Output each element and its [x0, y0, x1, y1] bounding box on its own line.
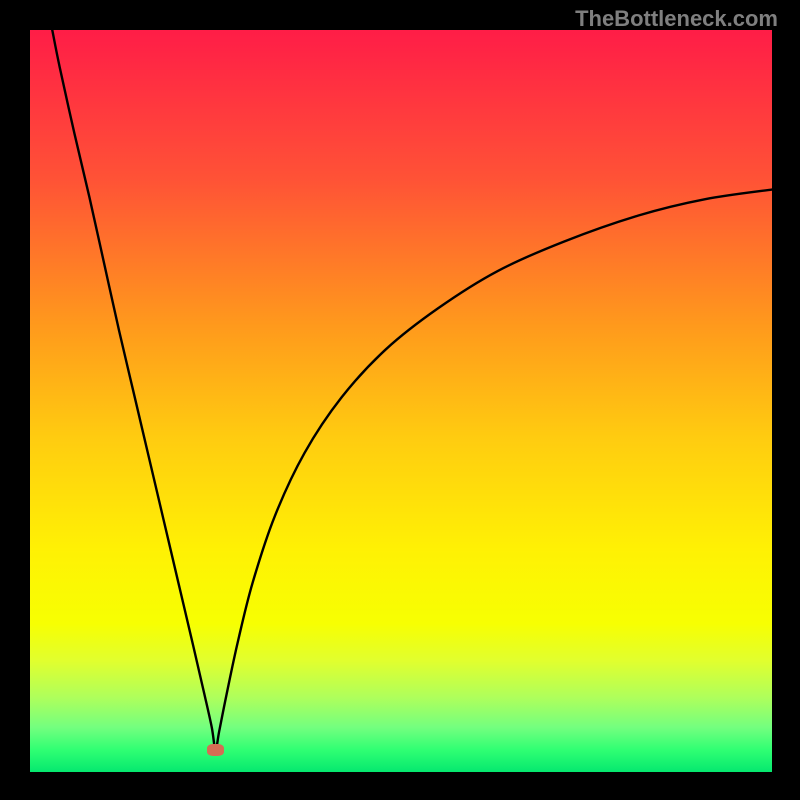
gradient-background [30, 30, 772, 772]
bottleneck-curve [30, 30, 772, 772]
minimum-marker [207, 744, 224, 756]
watermark-text: TheBottleneck.com [575, 6, 778, 32]
plot-area [30, 30, 772, 772]
chart-frame: TheBottleneck.com [0, 0, 800, 800]
